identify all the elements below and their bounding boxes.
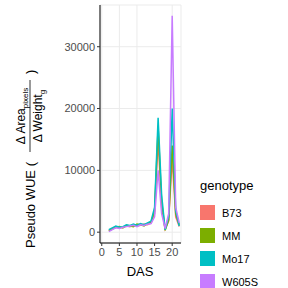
svg-text:5: 5 xyxy=(116,246,122,258)
svg-text:10000: 10000 xyxy=(64,164,95,176)
svg-text:): ) xyxy=(23,70,38,74)
svg-text:0: 0 xyxy=(89,226,95,238)
svg-text:W605S: W605S xyxy=(222,276,258,288)
svg-text:20000: 20000 xyxy=(64,102,95,114)
svg-text:DAS: DAS xyxy=(127,264,154,279)
svg-text:Δ Areapixels: Δ Areapixels xyxy=(14,88,30,145)
svg-text:MM: MM xyxy=(222,230,240,242)
svg-text:15: 15 xyxy=(148,246,160,258)
svg-text:genotype: genotype xyxy=(200,178,254,193)
svg-text:Δ Weightg: Δ Weightg xyxy=(31,90,47,142)
svg-text:0: 0 xyxy=(99,246,105,258)
svg-text:Pseudo WUE (: Pseudo WUE ( xyxy=(23,161,38,248)
svg-text:30000: 30000 xyxy=(64,41,95,53)
svg-text:10: 10 xyxy=(131,246,143,258)
svg-text:B73: B73 xyxy=(222,207,242,219)
svg-text:20: 20 xyxy=(166,246,178,258)
svg-text:Mo17: Mo17 xyxy=(222,253,250,265)
